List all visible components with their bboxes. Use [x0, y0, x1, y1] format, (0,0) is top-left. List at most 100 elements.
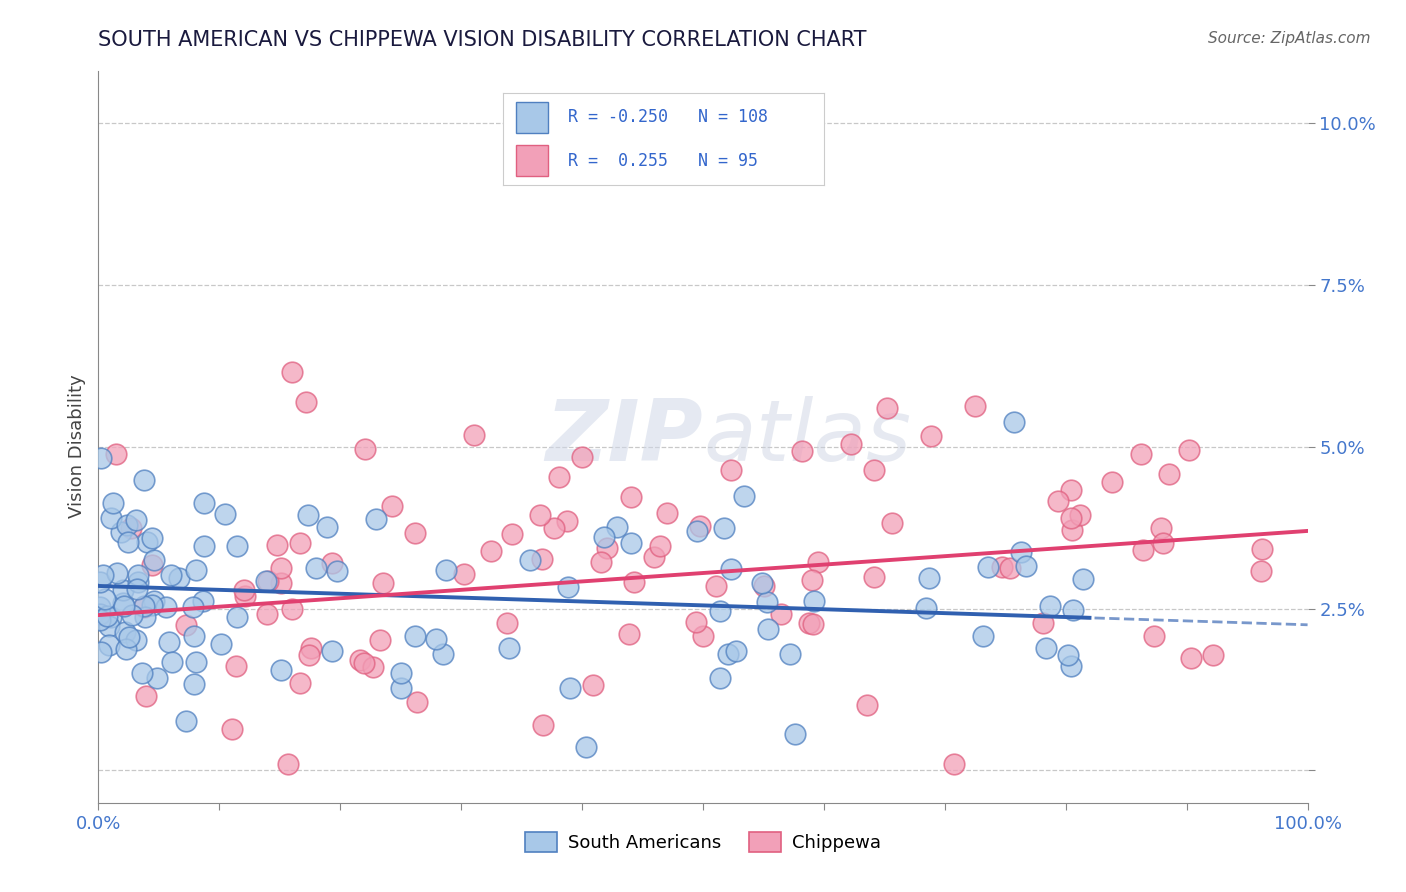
Point — [270, 575, 292, 590]
Point — [769, 607, 792, 621]
Point — [943, 756, 966, 771]
Point — [1010, 545, 1032, 559]
Point — [353, 656, 375, 670]
Point — [915, 600, 938, 615]
Text: SOUTH AMERICAN VS CHIPPEWA VISION DISABILITY CORRELATION CHART: SOUTH AMERICAN VS CHIPPEWA VISION DISABI… — [98, 30, 868, 50]
Point — [752, 579, 775, 593]
Point — [1157, 467, 1180, 481]
Point — [89, 607, 111, 621]
Point — [1059, 511, 1081, 525]
Point — [547, 470, 569, 484]
Point — [145, 672, 167, 686]
Point — [132, 473, 155, 487]
Point — [94, 591, 117, 606]
Point — [135, 689, 157, 703]
Point — [965, 399, 987, 413]
Point — [100, 610, 122, 624]
Point — [596, 541, 619, 556]
Point — [280, 365, 302, 379]
Point — [361, 660, 384, 674]
Point — [225, 659, 247, 673]
Point — [432, 648, 454, 662]
Point — [98, 618, 121, 632]
Point — [254, 574, 277, 589]
Point — [501, 527, 523, 541]
Point — [389, 681, 412, 695]
Point — [575, 739, 598, 754]
Point — [270, 561, 292, 575]
Point — [689, 519, 711, 533]
Point — [1069, 508, 1091, 522]
Point — [1180, 651, 1202, 665]
Point — [167, 571, 190, 585]
Point — [112, 599, 135, 613]
Point — [557, 580, 579, 594]
Point — [1130, 447, 1153, 461]
Point — [111, 596, 134, 610]
Point — [404, 630, 426, 644]
Point — [1132, 542, 1154, 557]
Point — [89, 575, 111, 590]
Point — [141, 558, 163, 572]
Point — [589, 555, 612, 569]
Text: atlas: atlas — [703, 395, 911, 479]
Point — [114, 625, 136, 640]
Point — [299, 640, 322, 655]
Point — [160, 567, 183, 582]
Point — [193, 496, 215, 510]
Point — [717, 647, 740, 661]
Point — [141, 532, 163, 546]
Point — [1101, 475, 1123, 489]
Point — [1177, 443, 1199, 458]
Point — [801, 617, 824, 632]
Point — [104, 447, 127, 461]
Point — [807, 555, 830, 569]
Point — [1035, 641, 1057, 656]
Point — [1073, 572, 1095, 586]
Point — [132, 599, 155, 614]
Point — [288, 676, 311, 690]
Point — [1015, 559, 1038, 574]
Point — [100, 510, 122, 524]
Point — [226, 610, 249, 624]
Point — [998, 561, 1021, 575]
Point — [364, 512, 387, 526]
Point — [288, 535, 311, 549]
Point — [756, 622, 779, 636]
Point — [131, 666, 153, 681]
Point — [623, 574, 645, 589]
Point — [135, 535, 157, 549]
Point — [142, 594, 165, 608]
Point — [498, 641, 520, 656]
Point — [709, 672, 731, 686]
Point — [519, 553, 541, 567]
Point — [132, 599, 155, 613]
Point — [155, 600, 177, 615]
Point — [134, 610, 156, 624]
Point — [425, 632, 447, 647]
Point — [582, 678, 605, 692]
Point — [1250, 564, 1272, 578]
Point — [225, 539, 247, 553]
Point — [110, 525, 132, 540]
Point — [115, 641, 138, 656]
Point — [1143, 629, 1166, 643]
Point — [256, 574, 278, 588]
Point — [977, 560, 1000, 574]
Point — [841, 437, 863, 451]
Point — [495, 615, 517, 630]
Point — [803, 594, 825, 608]
Point — [453, 567, 475, 582]
Point — [779, 647, 801, 661]
Point — [686, 524, 709, 538]
Point — [720, 463, 742, 477]
Point — [368, 632, 391, 647]
Point — [619, 627, 641, 641]
Point — [876, 401, 898, 415]
Point — [89, 600, 111, 615]
Point — [141, 599, 163, 613]
Point — [529, 508, 551, 523]
Point — [120, 521, 142, 535]
Legend: South Americans, Chippewa: South Americans, Chippewa — [517, 824, 889, 860]
Point — [593, 530, 616, 544]
